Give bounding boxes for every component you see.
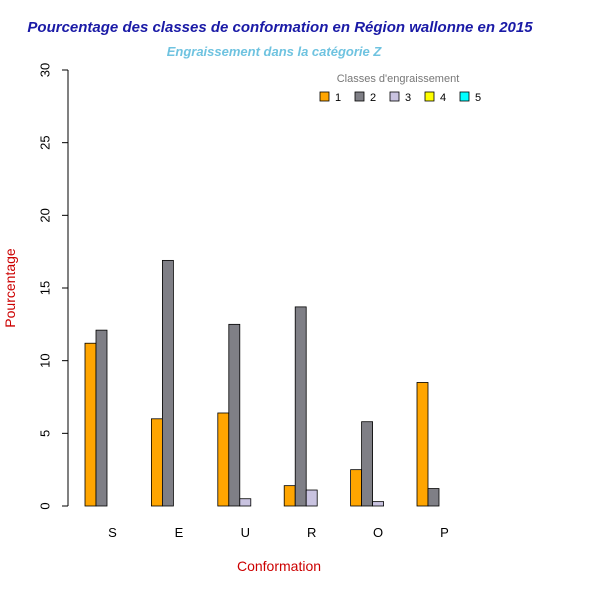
bar-E-series-2	[161, 259, 174, 507]
x-axis-title: Conformation	[237, 558, 321, 574]
bar-E-series-1	[150, 418, 163, 507]
bar-R-series-2	[294, 306, 307, 507]
y-tick-label: 30	[37, 63, 52, 77]
bar-S-series-1	[84, 342, 97, 507]
y-axis: 0 5 10 15 20 25 30	[37, 63, 69, 510]
y-tick-label: 25	[37, 135, 52, 149]
y-tick-label: 0	[37, 502, 52, 509]
y-tick-label: 5	[37, 430, 52, 437]
legend-swatch-4	[424, 91, 435, 102]
bar-O-series-3	[372, 501, 385, 507]
x-tick-label: P	[440, 525, 449, 540]
legend-label-5: 5	[475, 92, 481, 104]
legend-label-1: 1	[335, 92, 341, 104]
bar-U-series-1	[217, 412, 230, 507]
x-tick-label: O	[373, 525, 383, 540]
legend: Classes d'engraissement 1 2 3 4 5	[319, 73, 481, 104]
legend-label-3: 3	[405, 92, 411, 104]
legend-label-4: 4	[440, 92, 446, 104]
legend-swatch-3	[389, 91, 400, 102]
bar-R-series-1	[283, 485, 296, 507]
y-tick-label: 10	[37, 353, 52, 367]
x-tick-label: S	[108, 525, 117, 540]
legend-title: Classes d'engraissement	[337, 73, 460, 85]
bar-R-series-3	[305, 489, 318, 507]
bar-O-series-2	[361, 421, 374, 507]
y-tick-label: 15	[37, 281, 52, 295]
x-tick-label: E	[175, 525, 184, 540]
chart-subtitle: Engraissement dans la catégorie Z	[167, 44, 383, 59]
bars-group	[84, 259, 440, 507]
bar-P-series-1	[416, 382, 429, 507]
bar-O-series-1	[350, 469, 363, 507]
y-axis-title: Pourcentage	[2, 248, 18, 328]
legend-label-2: 2	[370, 92, 376, 104]
x-tick-label: U	[241, 525, 250, 540]
legend-swatch-5	[459, 91, 470, 102]
x-tick-label: R	[307, 525, 316, 540]
chart-title: Pourcentage des classes de conformation …	[27, 19, 533, 36]
y-tick-label: 20	[37, 208, 52, 222]
bar-U-series-2	[228, 323, 241, 507]
bar-S-series-2	[95, 329, 108, 507]
bar-U-series-3	[239, 498, 252, 507]
legend-swatch-1	[319, 91, 330, 102]
bar-P-series-2	[427, 488, 440, 507]
legend-swatch-2	[354, 91, 365, 102]
